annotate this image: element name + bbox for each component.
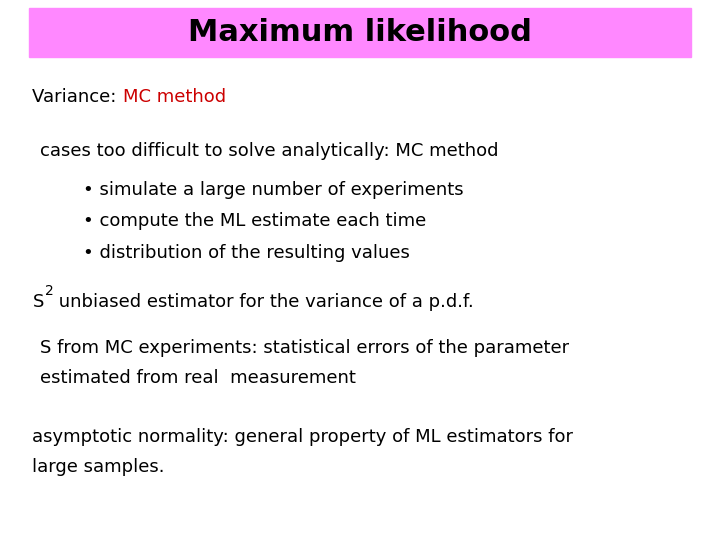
Text: unbiased estimator for the variance of a p.d.f.: unbiased estimator for the variance of a…: [53, 293, 473, 312]
Text: cases too difficult to solve analytically: MC method: cases too difficult to solve analyticall…: [40, 142, 498, 160]
Text: estimated from real  measurement: estimated from real measurement: [40, 369, 356, 387]
FancyBboxPatch shape: [29, 8, 691, 57]
Text: • simulate a large number of experiments: • simulate a large number of experiments: [83, 181, 464, 199]
Text: Maximum likelihood: Maximum likelihood: [188, 18, 532, 47]
Text: 2: 2: [45, 284, 54, 298]
Text: • compute the ML estimate each time: • compute the ML estimate each time: [83, 212, 426, 231]
Text: Variance:: Variance:: [32, 88, 122, 106]
Text: MC method: MC method: [122, 88, 225, 106]
Text: S from MC experiments: statistical errors of the parameter: S from MC experiments: statistical error…: [40, 339, 569, 357]
Text: large samples.: large samples.: [32, 458, 165, 476]
Text: asymptotic normality: general property of ML estimators for: asymptotic normality: general property o…: [32, 428, 573, 447]
Text: S: S: [32, 293, 44, 312]
Text: • distribution of the resulting values: • distribution of the resulting values: [83, 244, 410, 262]
